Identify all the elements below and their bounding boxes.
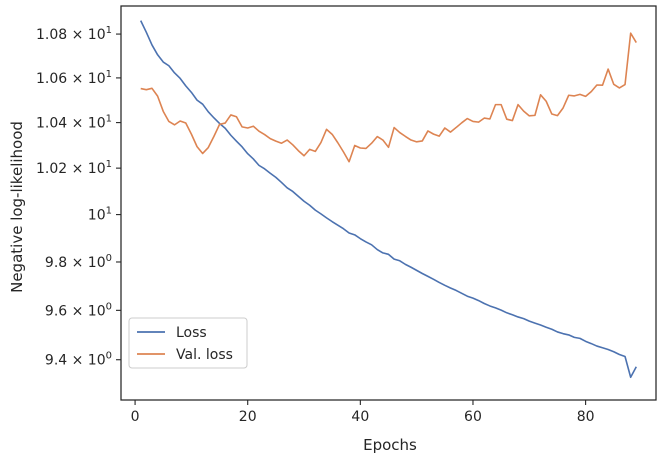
legend: Loss Val. loss (128, 317, 248, 369)
x-tick-label: 40 (351, 409, 369, 425)
legend-label-1: Val. loss (176, 347, 233, 363)
y-tick-label: 101 (88, 206, 112, 224)
plot-frame (120, 5, 657, 401)
y-axis-label: Negative log-likelihood (8, 121, 26, 293)
legend-box (128, 317, 248, 369)
y-tick-label: 1.06 × 101 (36, 69, 112, 87)
y-tick-label: 1.08 × 101 (36, 25, 112, 43)
y-tick-label: 1.04 × 101 (36, 114, 112, 132)
x-tick-label: 0 (131, 409, 140, 425)
series-line-0 (139, 20, 637, 379)
series-layer (139, 20, 637, 379)
x-axis-label: Epochs (363, 436, 417, 454)
x-tick-label: 80 (577, 409, 595, 425)
x-axis: 0 20 40 60 80 (131, 400, 595, 425)
y-tick-label: 9.8 × 100 (45, 253, 112, 271)
legend-label-0: Loss (176, 325, 207, 341)
y-axis: 9.4 × 100 9.6 × 100 9.8 × 100 101 1.02 × 101… (36, 25, 121, 369)
y-tick-label: 9.6 × 100 (45, 301, 112, 319)
x-tick-label: 20 (239, 409, 257, 425)
series-line-1 (140, 32, 637, 163)
y-tick-label: 1.02 × 101 (36, 159, 112, 177)
y-tick-label: 9.4 × 100 (45, 351, 112, 369)
x-tick-label: 60 (464, 409, 482, 425)
plot-area (120, 5, 657, 401)
